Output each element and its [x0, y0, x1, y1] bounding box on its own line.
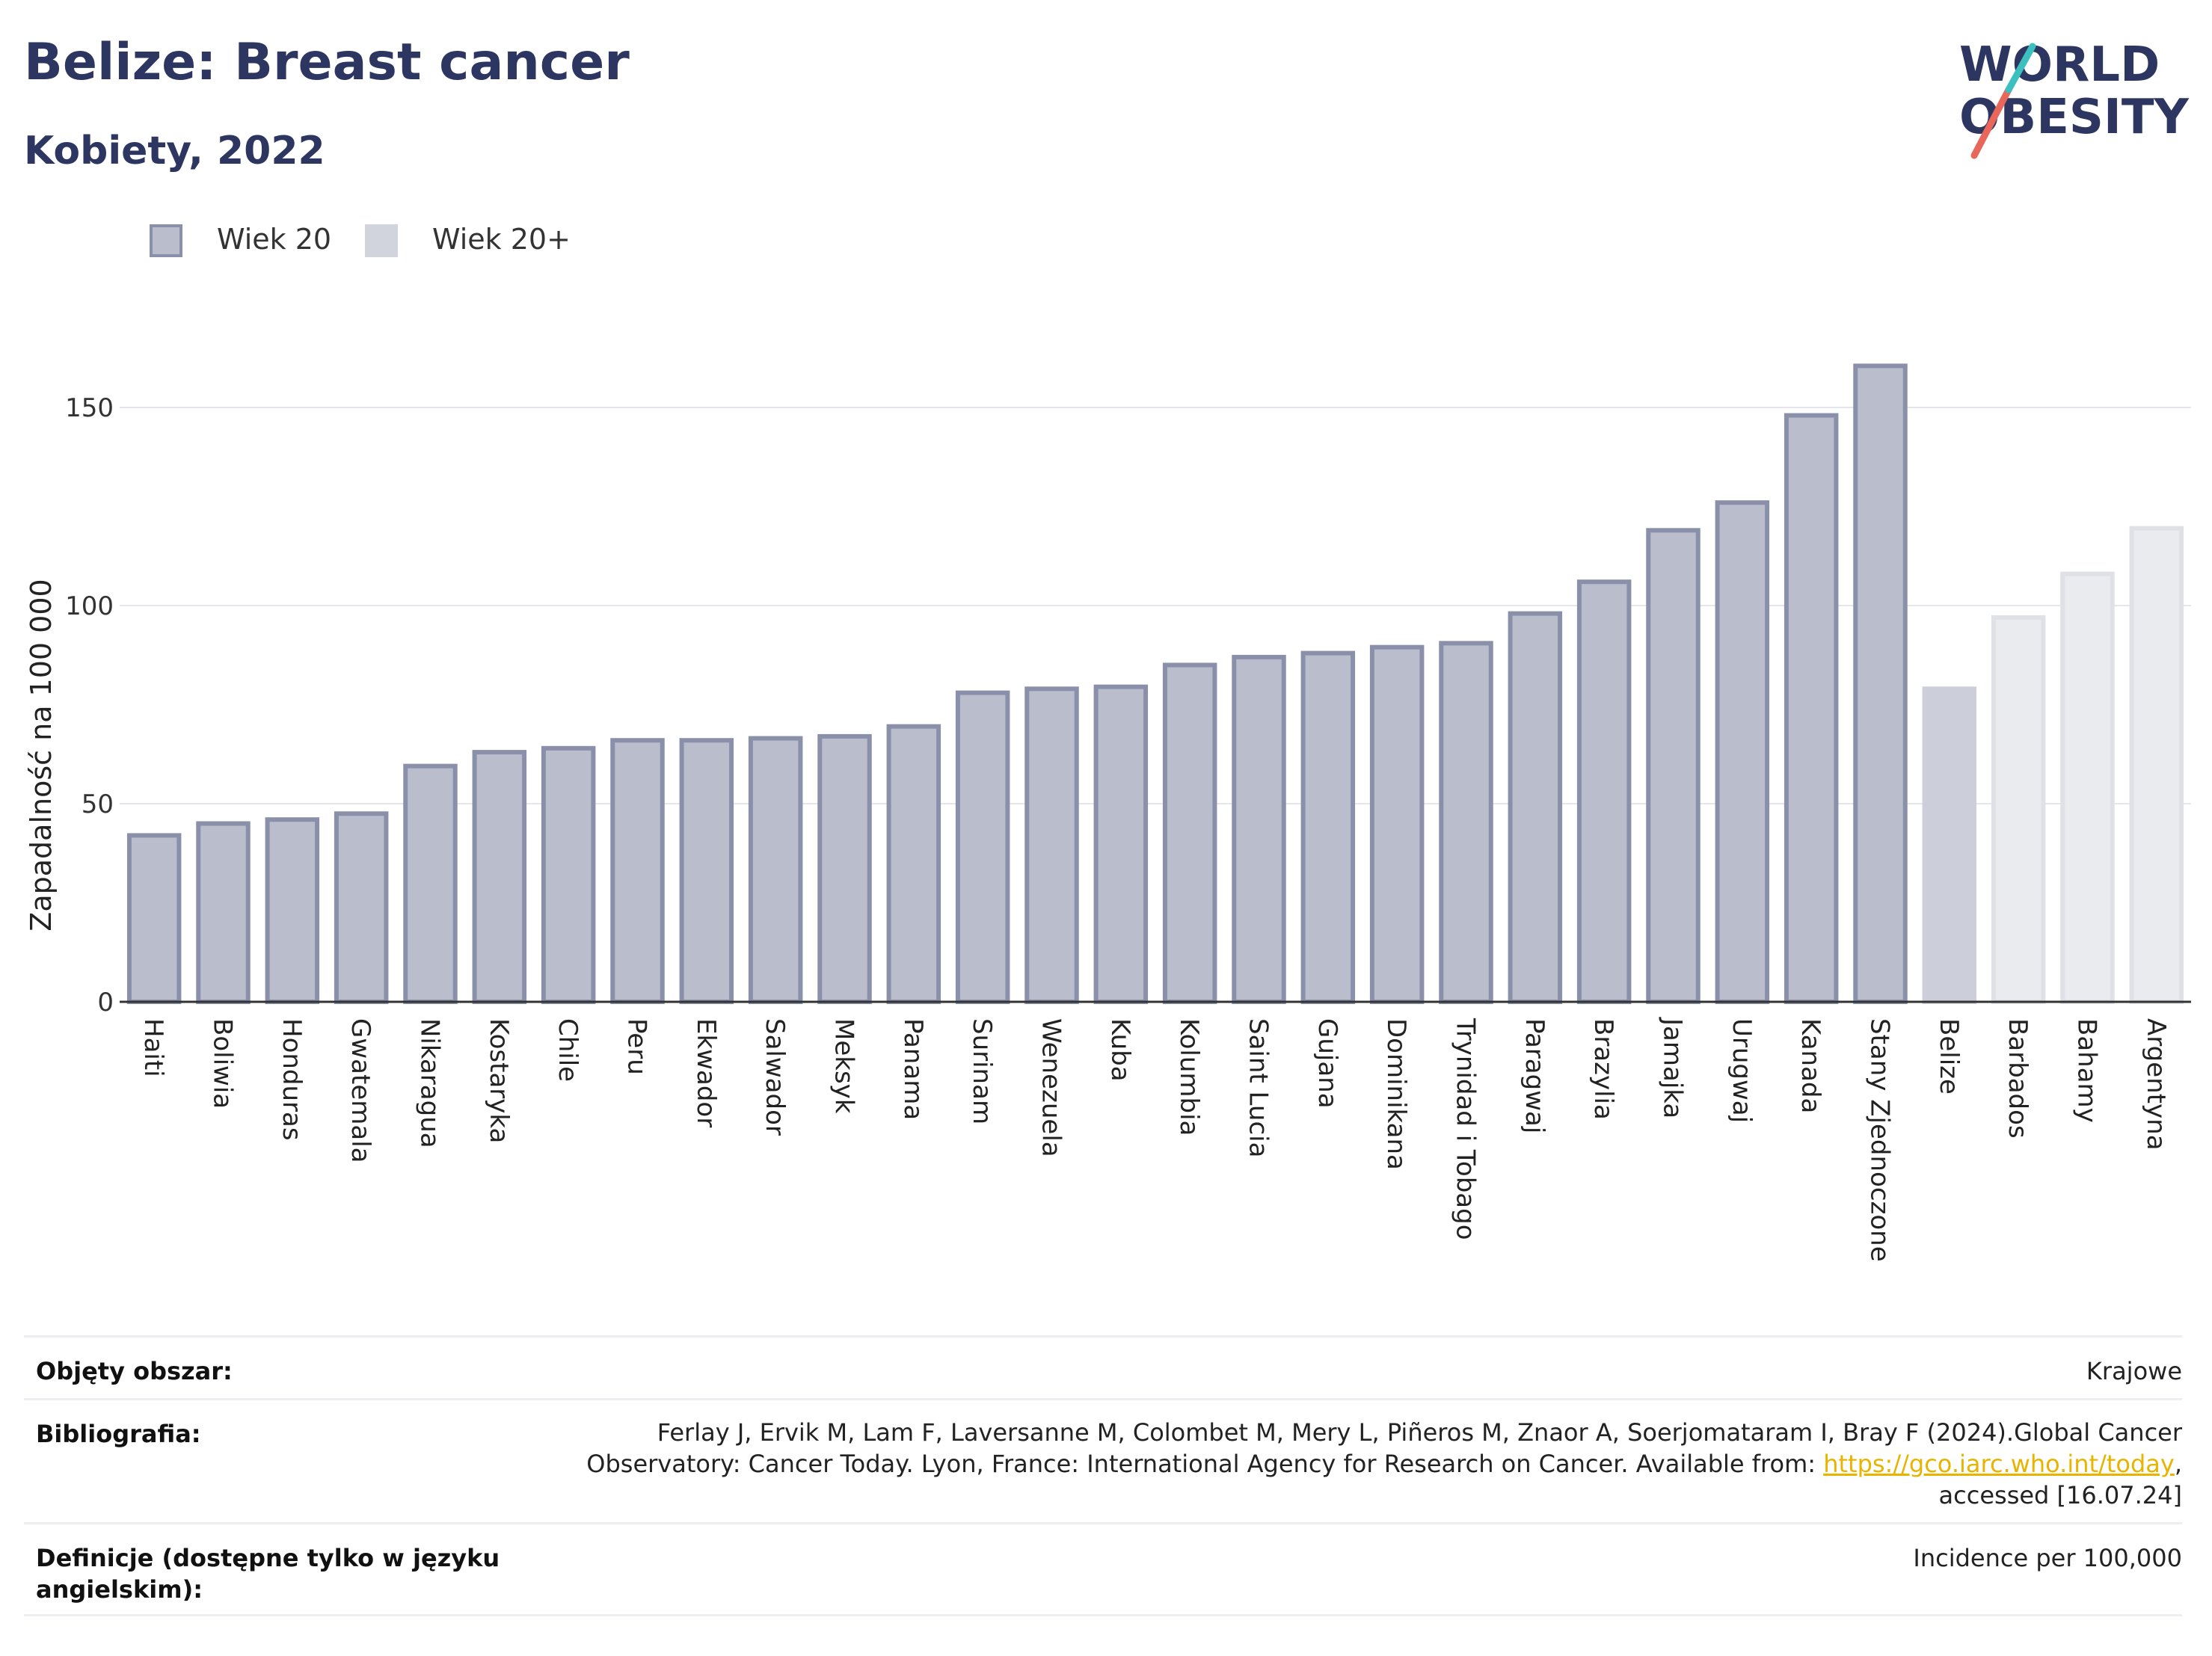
- bibliography-line2-end: ,: [2174, 1450, 2182, 1478]
- x-tick-label: Dominikana: [1381, 1018, 1411, 1170]
- x-tick-label: Meksyk: [829, 1018, 859, 1114]
- bar-kostaryka[interactable]: [472, 750, 527, 1004]
- x-tick-label: Kolumbia: [1174, 1018, 1204, 1136]
- bar-gujana[interactable]: [1300, 650, 1356, 1004]
- bar-nikaragua[interactable]: [403, 763, 458, 1005]
- chart-title: Belize: Breast cancer: [24, 33, 630, 92]
- legend-swatch-wiek20plus: [365, 224, 398, 257]
- bar-honduras[interactable]: [265, 817, 320, 1005]
- x-tick-label: Urugwaj: [1727, 1018, 1757, 1123]
- legend-label-wiek20: Wiek 20: [217, 223, 332, 256]
- bar-chart: 0 50 100 150 Haiti Boliwia Honduras Gwatemala N…: [25, 363, 2191, 1262]
- bar-stany-zjednoczone[interactable]: [1853, 363, 1908, 1005]
- x-tick-label: Barbados: [2003, 1018, 2033, 1139]
- bar-boliwia[interactable]: [196, 821, 251, 1004]
- x-tick-label: Panama: [898, 1018, 928, 1120]
- info-value-definitions: Incidence per 100,000: [1913, 1544, 2182, 1572]
- definitions-key-line2: angielskim):: [36, 1575, 203, 1604]
- x-tick-label: Boliwia: [208, 1018, 238, 1109]
- x-tick-label: Ekwador: [691, 1018, 721, 1127]
- y-tick-label: 50: [82, 789, 114, 819]
- bar-bahamy[interactable]: [2060, 571, 2115, 1005]
- x-tick-label: Kanada: [1795, 1018, 1825, 1113]
- x-tick-label: Gujana: [1312, 1018, 1342, 1109]
- bar-trynidad-i-tobago[interactable]: [1439, 641, 1493, 1004]
- x-tick-label: Kostaryka: [484, 1018, 514, 1143]
- chart-subtitle: Kobiety, 2022: [24, 129, 325, 173]
- x-tick-label: Trynidad i Tobago: [1451, 1018, 1481, 1240]
- x-tick-label: Argentyna: [2141, 1018, 2171, 1151]
- bar-brazylia[interactable]: [1576, 579, 1632, 1004]
- info-row-definitions: Definicje (dostępne tylko w języku angie…: [24, 1522, 2182, 1616]
- x-tick-label: Jamajka: [1658, 1017, 1688, 1118]
- logo-slash-teal: [2005, 43, 2036, 93]
- x-tick-label: Brazylia: [1588, 1018, 1618, 1120]
- x-tick-label: Honduras: [277, 1018, 307, 1141]
- legend-label-wiek20plus: Wiek 20+: [432, 223, 571, 256]
- x-tick-label: Wenezuela: [1036, 1018, 1066, 1157]
- x-tick-label: Kuba: [1105, 1018, 1135, 1082]
- info-key-bibliography: Bibliografia:: [36, 1420, 201, 1448]
- info-table: Objęty obszar: Krajowe Bibliografia: Fer…: [24, 1335, 2182, 1616]
- info-value-area: Krajowe: [2086, 1357, 2182, 1385]
- bar-haiti[interactable]: [126, 833, 182, 1005]
- bar-jamajka[interactable]: [1646, 528, 1701, 1004]
- bar-ekwador[interactable]: [679, 738, 734, 1004]
- x-tick-label: Haiti: [138, 1018, 168, 1077]
- info-value-bibliography: Ferlay J, Ervik M, Lam F, Laversanne M, …: [586, 1417, 2182, 1511]
- x-tick-label: Gwatemala: [345, 1018, 375, 1163]
- x-tick-label: Bahamy: [2072, 1018, 2102, 1123]
- bar-kuba[interactable]: [1093, 684, 1149, 1005]
- x-tick-label: Surinam: [967, 1018, 997, 1124]
- legend-swatch-wiek20: [150, 224, 182, 257]
- bar-meksyk[interactable]: [817, 733, 872, 1005]
- y-tick-label: 150: [65, 393, 114, 423]
- x-tick-label: Saint Lucia: [1244, 1018, 1274, 1157]
- x-tick-label: Stany Zjednoczone: [1865, 1018, 1895, 1262]
- info-key-area: Objęty obszar:: [36, 1357, 233, 1385]
- y-tick-label: 100: [65, 591, 114, 621]
- bar-surinam[interactable]: [955, 690, 1010, 1004]
- bar-kanada[interactable]: [1784, 413, 1839, 1005]
- bar-salwador[interactable]: [748, 736, 803, 1004]
- bar-saint-lucia[interactable]: [1232, 654, 1286, 1004]
- x-axis-labels: Haiti Boliwia Honduras Gwatemala Nikaragua Ko…: [138, 1017, 2171, 1262]
- bar-argentyna[interactable]: [2129, 526, 2184, 1004]
- x-tick-label: Salwador: [760, 1018, 790, 1136]
- bar-peru[interactable]: [610, 738, 665, 1004]
- definitions-key-line1: Definicje (dostępne tylko w języku: [36, 1544, 500, 1572]
- bar-dominikana[interactable]: [1369, 644, 1425, 1004]
- x-tick-label: Peru: [622, 1018, 652, 1075]
- bibliography-line2: Observatory: Cancer Today. Lyon, France:…: [586, 1448, 2182, 1480]
- x-tick-label: Belize: [1934, 1018, 1964, 1095]
- bibliography-link[interactable]: https://gco.iarc.who.int/today: [1823, 1450, 2175, 1478]
- bar-gwatemala[interactable]: [334, 811, 389, 1004]
- bar-belize[interactable]: [1922, 686, 1977, 1004]
- chart-gridlines: [120, 407, 2191, 804]
- bibliography-line2-text: Observatory: Cancer Today. Lyon, France:…: [586, 1450, 1824, 1478]
- info-row-bibliography: Bibliografia: Ferlay J, Ervik M, Lam F, …: [24, 1398, 2182, 1522]
- info-row-area: Objęty obszar: Krajowe: [24, 1335, 2182, 1398]
- chart-bars: [126, 363, 2184, 1005]
- x-tick-label: Nikaragua: [415, 1018, 445, 1148]
- bar-paragwaj[interactable]: [1508, 611, 1563, 1005]
- logo-slash-red: [1970, 86, 2012, 159]
- bar-panama[interactable]: [886, 724, 941, 1005]
- bar-wenezuela[interactable]: [1024, 686, 1079, 1004]
- bar-urugwaj[interactable]: [1715, 500, 1770, 1004]
- world-obesity-logo: WORLD OBESITY: [1959, 37, 2189, 159]
- info-key-definitions: Definicje (dostępne tylko w języku angie…: [36, 1542, 500, 1605]
- bar-barbados[interactable]: [1991, 615, 2046, 1004]
- bar-kolumbia[interactable]: [1162, 662, 1217, 1004]
- logo-line1: WORLD: [1959, 37, 2160, 93]
- x-tick-label: Chile: [553, 1018, 583, 1082]
- y-tick-label: 0: [97, 988, 114, 1018]
- y-axis-title: Zapadalność na 100 000: [25, 579, 58, 931]
- bar-chile[interactable]: [541, 745, 596, 1004]
- x-tick-label: Paragwaj: [1520, 1018, 1549, 1133]
- y-axis-ticks: 0 50 100 150: [65, 393, 114, 1018]
- bibliography-line1: Ferlay J, Ervik M, Lam F, Laversanne M, …: [657, 1418, 2182, 1447]
- bibliography-line3: accessed [16.07.24]: [1938, 1481, 2182, 1509]
